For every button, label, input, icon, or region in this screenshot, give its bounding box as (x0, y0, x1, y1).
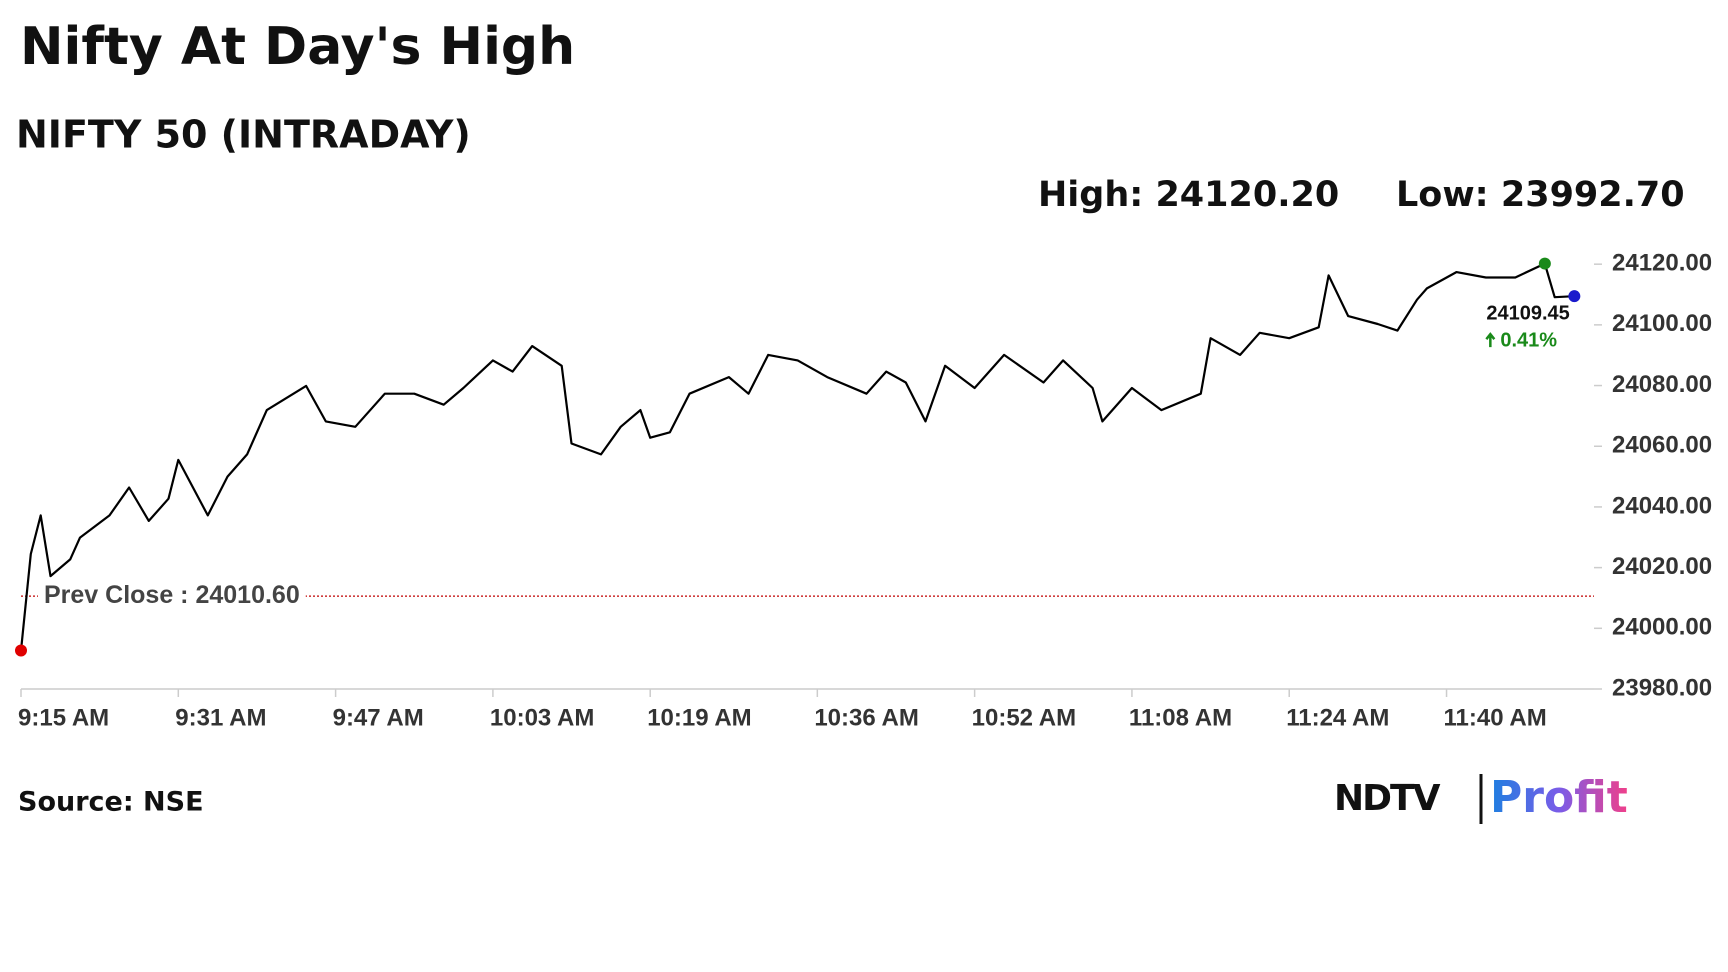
y-tick-label: 24120.00 (1612, 250, 1712, 277)
y-tick-label: 24060.00 (1612, 432, 1712, 459)
change-label: 0.41% (1500, 329, 1557, 351)
y-tick-label: 24000.00 (1612, 614, 1712, 641)
last-marker (1568, 290, 1581, 303)
change-arrow (1485, 332, 1496, 348)
x-tick-label: 11:24 AM (1286, 704, 1389, 731)
source: Source: NSE (18, 787, 204, 818)
x-tick-label: 9:31 AM (175, 704, 266, 731)
x-tick-label: 9:47 AM (333, 704, 424, 731)
price-line (19, 262, 1575, 651)
chart-title: Nifty At Day's High (20, 17, 575, 77)
y-tick-label: 24020.00 (1612, 553, 1712, 580)
y-tick-label: 24040.00 (1612, 492, 1712, 519)
prev-close-label: Prev Close : 24010.60 (44, 581, 300, 609)
high-marker (1538, 257, 1551, 270)
logo-profit: Profit (1490, 772, 1628, 823)
logo-ndtv: NDTV (1334, 778, 1441, 819)
y-tick-label: 24080.00 (1612, 371, 1712, 398)
x-tick-label: 11:40 AM (1444, 704, 1547, 731)
x-tick-label: 10:36 AM (814, 704, 918, 731)
low-label: Low: 23992.70 (1396, 175, 1685, 215)
x-tick-label: 11:08 AM (1129, 704, 1232, 731)
x-tick-label: 10:52 AM (972, 704, 1076, 731)
chart-subtitle: NIFTY 50 (INTRADAY) (16, 113, 471, 157)
last-price: 24109.45 (1486, 302, 1569, 324)
x-tick-label: 9:15 AM (18, 704, 109, 731)
x-tick-label: 10:03 AM (490, 704, 594, 731)
y-tick-label: 24100.00 (1612, 310, 1712, 337)
low-marker (15, 644, 27, 657)
x-tick-label: 10:19 AM (647, 704, 751, 731)
prev-close-bg (38, 580, 306, 613)
high-label: High: 24120.20 (1038, 175, 1339, 215)
y-tick-label: 23980.00 (1612, 674, 1712, 701)
